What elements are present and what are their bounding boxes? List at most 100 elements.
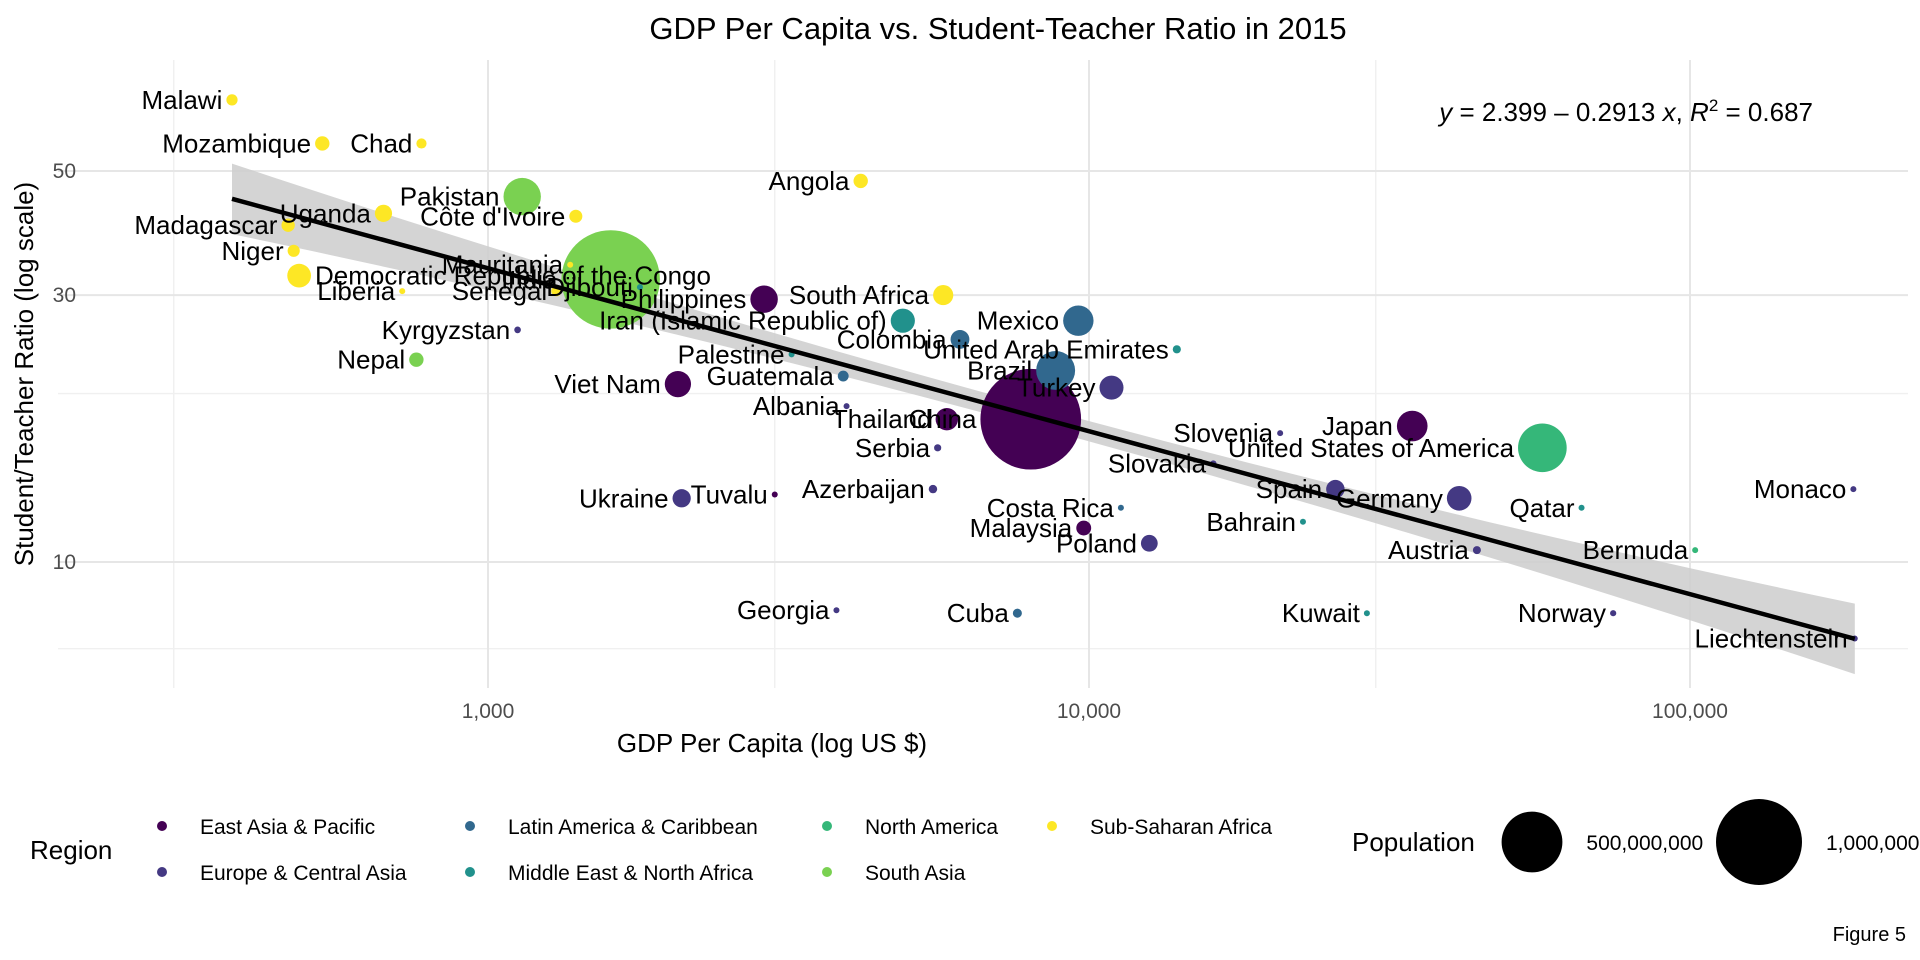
legend-key [822, 821, 832, 831]
country-label: Ukraine [579, 483, 669, 513]
country-label: Brazil [967, 355, 1032, 385]
data-point [374, 204, 393, 222]
y-tick-label: 30 [53, 284, 76, 307]
region-legend-title: Region [30, 835, 112, 865]
country-label: Liechtenstein [1695, 623, 1848, 653]
data-point [416, 138, 427, 149]
data-point [399, 288, 406, 295]
country-label: Palestine [678, 339, 785, 369]
country-label: Serbia [855, 433, 931, 463]
country-label: Poland [1056, 528, 1137, 558]
country-label: Spain [1256, 474, 1323, 504]
data-point [561, 230, 660, 329]
data-point [853, 173, 868, 189]
country-label: South Africa [789, 280, 930, 310]
country-label: Malaysia [970, 513, 1073, 543]
data-point [935, 407, 959, 431]
data-point [1012, 608, 1022, 618]
country-label: Mozambique [162, 128, 311, 158]
y-tick-label: 50 [53, 160, 76, 183]
country-label: Mexico [977, 306, 1059, 336]
region-legend: East Asia & Pacific Europe & Central Asia… [157, 816, 1272, 885]
x-tick-label: 1,000 [462, 700, 515, 723]
data-point [980, 368, 1082, 470]
country-label: Norway [1518, 598, 1606, 628]
country-label: Madagascar [134, 210, 277, 240]
regression-line-layer [231, 196, 1856, 642]
country-label: Malawi [141, 85, 222, 115]
country-label: Niger [221, 236, 283, 266]
data-point [1578, 504, 1585, 511]
y-axis-title: Student/Teacher Ratio (log scale) [9, 182, 39, 566]
data-point [287, 244, 300, 257]
legend-key [822, 867, 832, 877]
legend-key [465, 821, 475, 831]
data-point [409, 352, 424, 367]
data-point [1326, 479, 1345, 499]
country-label: Angola [769, 166, 850, 196]
data-point [1396, 410, 1428, 442]
data-point [1117, 504, 1124, 511]
country-label: Austria [1388, 535, 1469, 565]
data-point [281, 218, 295, 232]
country-label: Iran (Islamic Republic of) [599, 306, 887, 336]
y-tick-label: 10 [53, 551, 76, 574]
country-label: Thailand [832, 404, 932, 434]
data-point [837, 370, 849, 382]
country-label: Turkey [1017, 373, 1096, 403]
data-point [315, 136, 330, 151]
data-point [890, 308, 915, 333]
data-point [664, 370, 692, 398]
country-label: Bermuda [1583, 535, 1689, 565]
country-label: Guatemala [707, 361, 835, 391]
data-point [1076, 520, 1092, 536]
data-point [1610, 610, 1617, 617]
legend-label: Middle East & North Africa [508, 862, 753, 885]
country-label: United States of America [1228, 433, 1515, 463]
country-label: Mauritania [442, 250, 564, 280]
legend-key [157, 867, 167, 877]
country-label: Kuwait [1282, 598, 1361, 628]
x-tick-label: 100,000 [1652, 700, 1728, 723]
country-label: Liberia [317, 276, 396, 306]
data-point [1363, 610, 1370, 617]
regression-equation: y = 2.399 – 0.2913 x, R2 = 0.687 [1437, 96, 1813, 127]
x-tick-label: 10,000 [1057, 700, 1121, 723]
legend-size-key [1501, 811, 1563, 873]
data-point [1446, 485, 1472, 511]
data-point [1850, 486, 1857, 493]
legend-size-key [1716, 799, 1802, 885]
country-label: Côte d'Ivoire [420, 201, 565, 231]
data-point [928, 484, 938, 494]
legend-label: Latin America & Caribbean [508, 816, 758, 839]
country-label: Nepal [337, 345, 405, 375]
legend-label: 500,000,000 [1586, 832, 1703, 855]
country-label: Colombia [837, 324, 947, 354]
data-point [750, 285, 778, 313]
legend-label: South Asia [865, 862, 966, 885]
country-label: Germany [1336, 483, 1443, 513]
country-label: Japan [1322, 411, 1393, 441]
population-legend-title: Population [1352, 827, 1475, 857]
country-label: Qatar [1510, 493, 1575, 523]
country-label: India [501, 264, 558, 294]
data-point [933, 285, 954, 306]
country-label: Slovakia [1108, 448, 1207, 478]
data-point [1692, 547, 1699, 554]
figure-note: Figure 5 [1833, 924, 1906, 946]
x-axis-title: GDP Per Capita (log US $) [617, 728, 927, 758]
data-points [226, 94, 1858, 642]
country-label: Democratic Republic of the Congo [315, 261, 711, 291]
country-label: Costa Rica [987, 493, 1115, 523]
legend-label: East Asia & Pacific [200, 816, 375, 839]
country-label: Uganda [280, 198, 372, 228]
data-point [843, 403, 850, 410]
data-point [503, 177, 541, 216]
country-label: Bahrain [1206, 507, 1296, 537]
country-label: Azerbaijan [802, 474, 925, 504]
country-label: Pakistan [400, 182, 500, 212]
country-label: Djibouti [546, 272, 633, 302]
data-point [287, 263, 311, 288]
country-label: Kyrgyzstan [382, 315, 511, 345]
